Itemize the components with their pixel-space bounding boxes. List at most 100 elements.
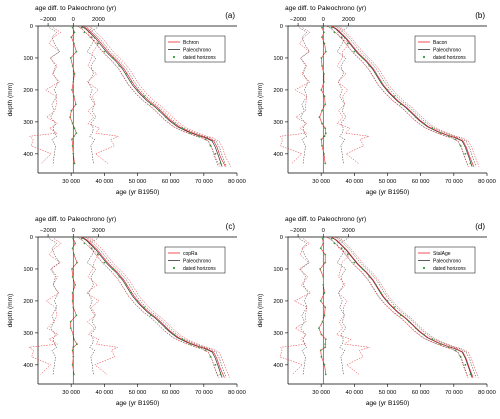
top-x-tick-label: 2000: [342, 17, 355, 23]
dated-horizon-point: [143, 306, 146, 309]
difference-horizon-point: [72, 333, 75, 336]
x-tick-label: 70 000: [195, 390, 213, 396]
difference-horizon-point: [69, 116, 71, 118]
difference-horizon-point: [74, 242, 77, 245]
model-difference-envelope-left: [279, 238, 312, 375]
dated-horizon-point: [189, 343, 192, 345]
difference-horizon-point: [323, 135, 326, 138]
difference-horizon-point: [69, 57, 72, 59]
difference-horizon-point: [324, 261, 327, 264]
y-tick-label: 300: [273, 120, 283, 126]
dated-horizon-point: [181, 127, 184, 130]
difference-horizon-point: [73, 253, 75, 256]
dated-horizon-point: [111, 268, 114, 270]
dated-horizon-point: [96, 42, 99, 45]
difference-horizon-point: [73, 31, 76, 34]
dated-horizon-point: [431, 127, 434, 130]
difference-horizon-point: [321, 144, 323, 147]
x-tick-label: 80 000: [478, 179, 496, 185]
dated-horizon-point: [431, 338, 434, 341]
legend: [414, 35, 476, 63]
dated-horizon-point: [386, 89, 389, 91]
x-axis-title: age (yr B1950): [116, 189, 160, 196]
dated-horizon-point: [448, 346, 450, 349]
dated-horizon-point: [198, 346, 200, 349]
difference-horizon-point: [71, 65, 74, 67]
y-tick-label: 200: [273, 88, 283, 94]
x-tick-label: 50 000: [129, 179, 147, 185]
dated-horizon-point: [333, 31, 336, 34]
model-band-upper: [87, 25, 231, 167]
dated-horizon-point: [149, 314, 152, 317]
dated-horizon-point: [423, 122, 425, 125]
top-x-axis-title: age diff. to Paleochrono (yr): [35, 216, 116, 223]
dated-horizon-point: [393, 95, 395, 98]
x-tick-label: 40 000: [345, 390, 363, 396]
paleochrono-line: [80, 236, 223, 378]
difference-horizon-point: [73, 373, 75, 376]
difference-horizon-point: [320, 355, 323, 358]
model-band-upper: [87, 236, 230, 378]
difference-horizon-point: [323, 31, 325, 34]
y-tick-label: 200: [273, 299, 283, 305]
difference-horizon-point: [71, 89, 73, 91]
y-tick-label: 0: [280, 24, 283, 30]
dated-horizon-point: [464, 363, 467, 366]
chart-panel: 0 100 200 300 400 30 000 40 000 50 000 60 000 70 …: [257, 216, 496, 407]
top-x-tick-label: 0: [72, 228, 75, 234]
legend-entry: Bacon: [433, 40, 447, 46]
dated-horizon-point: [353, 261, 356, 264]
difference-horizon-point: [72, 355, 75, 358]
difference-horizon-point: [324, 127, 327, 130]
paleochrono-line: [330, 25, 473, 167]
dated-horizon-point: [330, 26, 333, 29]
x-tick-label: 60 000: [412, 390, 430, 396]
dated-horizon-point: [209, 144, 212, 147]
paleochrono-uncertainty-left: [299, 27, 310, 164]
difference-horizon-point: [319, 268, 321, 270]
dated-horizon-point: [83, 242, 86, 245]
chart-panel: 0 100 200 300 400 30 000 40 000 50 000 60 000 70 …: [7, 5, 246, 196]
dated-horizon-point: [368, 65, 371, 67]
dated-horizon-point: [136, 89, 139, 91]
chart-panel: 0 100 200 300 400 30 000 40 000 50 000 60 000 70 …: [257, 5, 496, 196]
paleochrono-uncertainty-right: [336, 238, 348, 375]
model-difference-line: [69, 27, 77, 164]
difference-horizon-point: [320, 57, 323, 59]
difference-horizon-point: [324, 103, 327, 106]
difference-horizon-point: [324, 343, 327, 345]
legend-entry: Paleochrono: [183, 47, 211, 53]
x-tick-label: 40 000: [95, 179, 113, 185]
top-x-tick-label: 2000: [92, 17, 105, 23]
legend-swatch: [172, 55, 176, 59]
model-band-lower: [325, 236, 469, 378]
difference-horizon-point: [322, 284, 325, 286]
dated-horizon-point: [83, 31, 86, 34]
dated-horizon-point: [204, 349, 207, 352]
dated-horizon-point: [469, 162, 472, 165]
difference-horizon-point: [321, 65, 323, 67]
x-tick-label: 30 000: [62, 390, 80, 396]
dated-horizon-point: [209, 355, 212, 358]
difference-horizon-point: [76, 343, 78, 345]
difference-horizon-point: [324, 50, 327, 53]
legend-swatch: [422, 55, 426, 59]
dated-horizon-point: [330, 237, 333, 240]
difference-horizon-point: [323, 152, 325, 155]
x-axis-title: age (yr B1950): [116, 400, 160, 407]
difference-horizon-point: [70, 109, 73, 112]
top-x-tick-label: −2000: [40, 228, 56, 234]
dated-horizon-point: [214, 152, 217, 155]
x-axis-title: age (yr B1950): [366, 189, 410, 196]
difference-horizon-point: [73, 162, 76, 165]
y-tick-label: 400: [273, 152, 283, 158]
legend-entry: StalAge: [433, 251, 451, 257]
dated-horizon-point: [90, 247, 93, 250]
y-tick-label: 100: [273, 267, 283, 273]
panel-label: (b): [475, 11, 485, 20]
model-difference-line: [318, 238, 327, 375]
difference-horizon-point: [320, 333, 323, 336]
x-tick-label: 70 000: [445, 390, 463, 396]
dated-horizon-point: [414, 116, 417, 118]
